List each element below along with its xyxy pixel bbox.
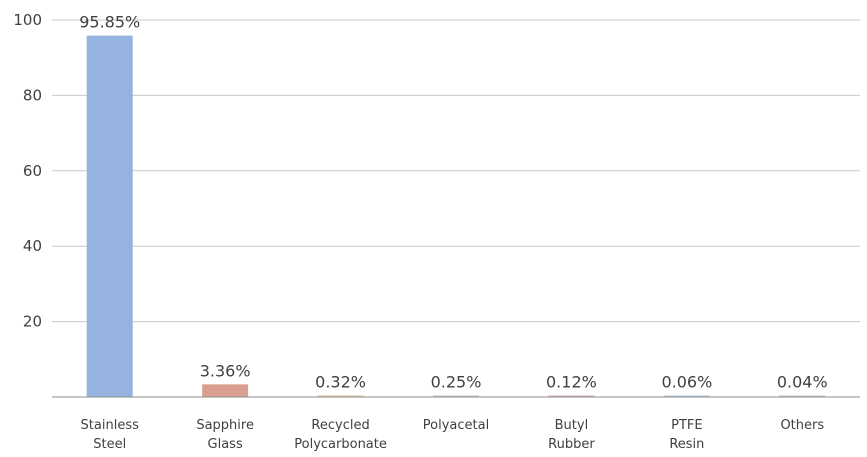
data-label: 0.32% <box>315 373 366 392</box>
y-tick-label: 80 <box>23 86 42 104</box>
bar <box>779 395 826 397</box>
data-label: 0.04% <box>777 373 828 392</box>
data-label: 0.12% <box>546 373 597 392</box>
bar <box>433 395 479 397</box>
data-labels: 95.85% 3.36% 0.32% 0.25% 0.12% 0.06% 0.04% <box>79 13 827 392</box>
bar <box>202 384 249 397</box>
x-category-label: Stainless <box>81 418 140 433</box>
x-category-label: Glass <box>208 437 243 452</box>
gridlines <box>52 19 860 323</box>
x-category-label: Resin <box>669 437 704 452</box>
data-label: 95.85% <box>79 13 140 32</box>
data-label: 0.06% <box>661 373 712 392</box>
x-category-label: PTFE <box>671 418 702 433</box>
bar <box>86 35 133 397</box>
bar <box>317 395 364 397</box>
y-tick-label: 100 <box>13 11 42 29</box>
y-tick-label: 20 <box>23 313 42 331</box>
y-tick-label: 40 <box>23 237 42 255</box>
data-label: 0.25% <box>431 373 482 392</box>
y-tick-label: 60 <box>23 162 42 180</box>
bar <box>548 395 595 397</box>
x-category-label: Sapphire <box>196 418 254 433</box>
bars <box>86 35 826 397</box>
x-category-label: Steel <box>93 437 126 452</box>
x-axis-category-labels: Stainless Steel Sapphire Glass Recycled Polyc… <box>81 418 825 452</box>
x-category-label: Others <box>780 418 824 433</box>
x-category-label: Rubber <box>548 437 595 452</box>
bar <box>663 395 710 397</box>
x-category-label: Recycled <box>311 418 369 433</box>
x-category-label: Polyacetal <box>423 418 489 433</box>
x-category-label: Butyl <box>555 418 589 433</box>
x-category-label: Polycarbonate <box>294 437 387 452</box>
y-axis-tick-labels: 20 40 60 80 100 <box>13 11 42 331</box>
data-label: 3.36% <box>200 361 251 380</box>
